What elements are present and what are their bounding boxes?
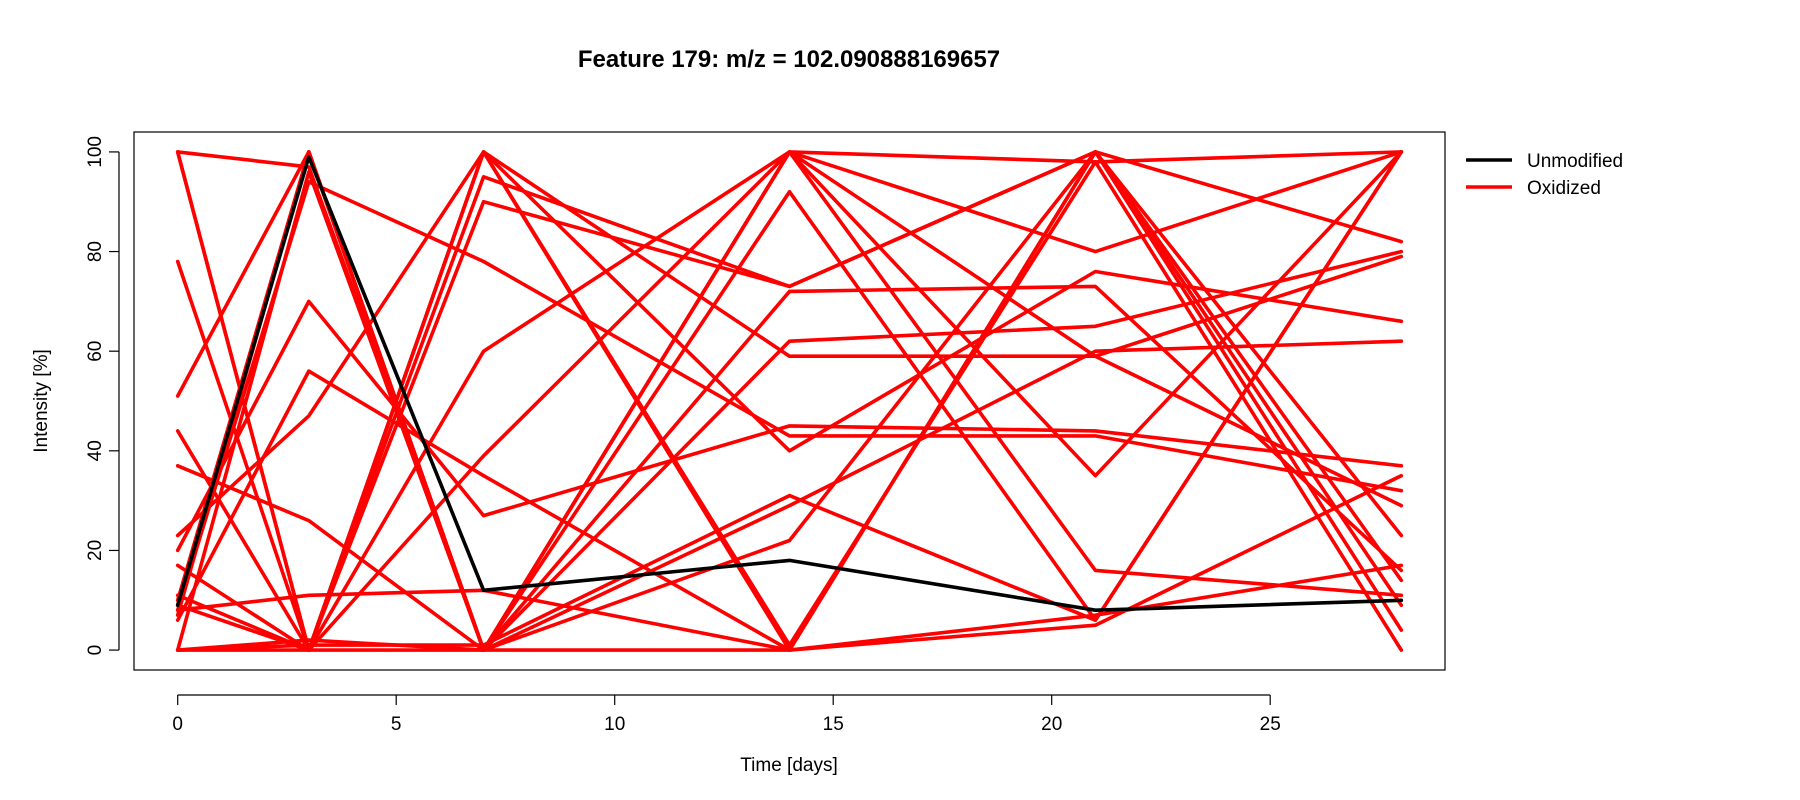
series-line-21 [175,150,1404,652]
series-layer [175,150,1404,652]
x-tick-label: 20 [1041,714,1062,735]
series-line-9 [175,150,1404,652]
legend-label-oxidized: Oxidized [1527,178,1601,199]
y-tick-label: 40 [85,440,106,461]
series-line-17 [175,150,1404,652]
series-line-12 [175,299,1404,553]
series-line-23 [175,150,1404,652]
x-tick-label: 15 [823,714,844,735]
series-line-7 [175,150,1404,652]
legend-label-unmodified: Unmodified [1527,151,1623,172]
x-tick-label: 0 [172,714,183,735]
y-tick-label: 100 [85,136,106,168]
y-tick-label: 60 [85,341,106,362]
x-tick-label: 5 [391,714,402,735]
y-axis-label: Intensity [%] [31,349,52,453]
chart-title: Feature 179: m/z = 102.090888169657 [578,46,1000,73]
series-line-20 [175,150,1404,652]
y-tick-label: 0 [85,645,106,656]
series-line-15 [175,180,1404,613]
x-tick-label: 25 [1260,714,1281,735]
series-line-10 [175,249,1404,652]
x-axis-label: Time [days] [740,755,838,776]
legend: Unmodified Oxidized [1466,151,1623,199]
series-line-13 [175,150,1404,652]
y-tick-label: 20 [85,540,106,561]
x-axis: 0 5 10 15 20 25 [172,694,1281,735]
y-axis: 0 20 40 60 80 100 [85,136,120,656]
series-line-1 [175,155,1404,613]
plot-frame [133,131,1446,671]
series-line-16 [175,150,1404,652]
x-tick-label: 10 [604,714,625,735]
y-tick-label: 80 [85,241,106,262]
